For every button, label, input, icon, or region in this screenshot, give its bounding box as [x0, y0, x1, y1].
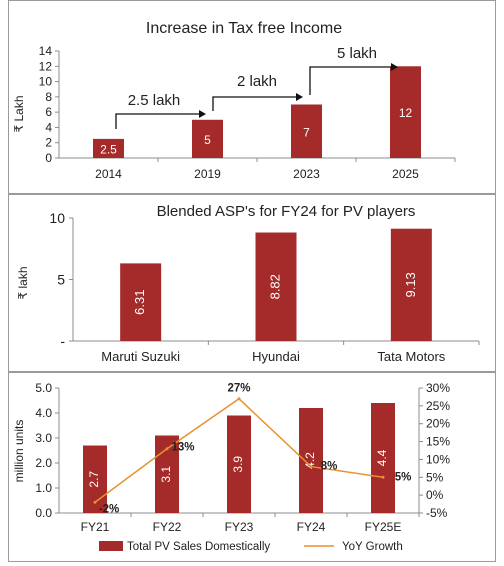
- bar: [390, 66, 421, 158]
- blended-asp-panel: Blended ASP's for FY24 for PV players ₹ …: [8, 194, 496, 372]
- y2-tick-label: -5%: [426, 506, 448, 520]
- y-tick-label: 2: [45, 136, 52, 150]
- arrow-connector: [115, 113, 201, 129]
- arrow-head-icon: [199, 110, 206, 118]
- y2-tick-label: 30%: [426, 381, 450, 395]
- pv-sales-panel: million units 0.0 1.0 2.0 3.0 4.0 5.0 -5% 0% 5% 1…: [8, 372, 496, 562]
- bar-value-label: 8.82: [267, 274, 282, 299]
- y-tick-label: 12: [39, 59, 53, 73]
- bar-value-label: 2.5: [100, 142, 117, 156]
- x-tick-label: Maruti Suzuki: [101, 349, 180, 364]
- line-value-label: 8%: [321, 461, 338, 473]
- x-tick-label: Tata Motors: [377, 349, 445, 364]
- bar-value-label: 2.7: [87, 471, 101, 488]
- x-tick-label: FY25E: [365, 520, 402, 534]
- y2-tick-label: 5%: [426, 470, 444, 484]
- y-tick-label: 1.0: [35, 481, 52, 495]
- bar-value-label: 4.4: [375, 449, 389, 466]
- bar: [291, 104, 322, 158]
- line-value-label: 27%: [227, 383, 250, 395]
- y2-tick-label: 10%: [426, 452, 450, 466]
- bar: [93, 138, 124, 158]
- line-value-label: 13%: [171, 442, 194, 454]
- y-tick-label: 5.0: [35, 381, 52, 395]
- arrow-head-icon: [391, 63, 398, 71]
- bar: [371, 403, 395, 513]
- y-tick-label: 6: [45, 105, 52, 119]
- bar: [227, 415, 251, 513]
- tax-free-income-chart: Increase in Tax free Income ₹ Lakh 02 468…: [12, 20, 456, 181]
- y-axis-label: million units: [12, 420, 26, 483]
- y-tick-label: -: [60, 333, 65, 349]
- chart-title: Blended ASP's for FY24 for PV players: [157, 203, 416, 220]
- legend-label: YoY Growth: [342, 541, 403, 553]
- x-tick-label: FY22: [153, 520, 182, 534]
- annotation-label: 2 lakh: [237, 73, 277, 90]
- x-tick-label: 2023: [293, 167, 320, 181]
- y2-tick-label: 0%: [426, 488, 444, 502]
- bar: [120, 263, 162, 341]
- x-tick-label: 2014: [95, 167, 122, 181]
- bar: [192, 119, 223, 158]
- y-axis-label: ₹ Lakh: [12, 96, 26, 133]
- bar-value-label: 6.31: [132, 290, 147, 315]
- line-point: [381, 475, 385, 479]
- y-tick-label: 2.0: [35, 456, 52, 470]
- arrow-head-icon: [296, 93, 303, 101]
- line-point: [309, 465, 313, 469]
- y-tick-label: 4: [45, 120, 52, 134]
- y-tick-label: 10: [49, 210, 65, 226]
- x-tick-label: FY23: [225, 520, 254, 534]
- y-tick-label: 4.0: [35, 406, 52, 420]
- y2-tick-label: 15%: [426, 435, 450, 449]
- x-tick-label: Hyundai: [252, 349, 300, 364]
- pv-sales-chart: million units 0.0 1.0 2.0 3.0 4.0 5.0 -5% 0% 5% 1…: [12, 381, 450, 553]
- arrow-connector: [212, 96, 298, 111]
- line-value-label: -2%: [99, 503, 119, 515]
- line-point: [237, 397, 241, 401]
- arrow-connector: [309, 66, 393, 95]
- y-tick-label: 8: [45, 90, 52, 104]
- bar-value-label: 4.2: [303, 452, 317, 469]
- bar: [255, 232, 297, 341]
- line-value-label: 5%: [395, 471, 412, 483]
- bar: [390, 228, 432, 341]
- line-point: [93, 500, 97, 504]
- bar-value-label: 7: [303, 125, 310, 139]
- chart-title: Increase in Tax free Income: [146, 20, 342, 37]
- legend-label: Total PV Sales Domestically: [127, 541, 270, 553]
- y-tick-label: 0.0: [35, 506, 52, 520]
- bar: [299, 408, 323, 513]
- x-tick-label: FY21: [81, 520, 110, 534]
- bar-value-label: 3.9: [231, 456, 245, 473]
- blended-asp-chart: Blended ASP's for FY24 for PV players ₹ …: [16, 203, 480, 364]
- annotation-label: 5 lakh: [337, 45, 377, 62]
- y-tick-label: 10: [39, 75, 53, 89]
- legend-swatch-bar: [99, 541, 123, 551]
- y-axis-label: ₹ lakh: [16, 267, 30, 300]
- bar-value-label: 12: [399, 106, 413, 120]
- bar-value-label: 5: [204, 133, 211, 147]
- y-tick-label: 14: [39, 44, 53, 58]
- x-tick-label: FY24: [297, 520, 326, 534]
- x-tick-label: 2019: [194, 167, 221, 181]
- y2-tick-label: 20%: [426, 417, 450, 431]
- y2-tick-label: 25%: [426, 399, 450, 413]
- line-point: [165, 447, 169, 451]
- y-tick-label: 3.0: [35, 431, 52, 445]
- bar-value-label: 3.1: [159, 466, 173, 483]
- x-tick-label: 2025: [392, 167, 419, 181]
- y-tick-label: 5: [57, 272, 65, 288]
- y-tick-label: 0: [45, 151, 52, 165]
- annotation-label: 2.5 lakh: [128, 92, 181, 109]
- bar-value-label: 9.13: [403, 272, 418, 297]
